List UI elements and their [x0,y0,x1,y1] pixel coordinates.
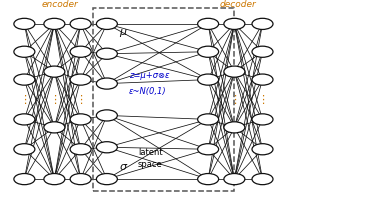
Text: space: space [138,160,163,169]
Circle shape [252,46,273,57]
Circle shape [252,18,273,29]
Text: ⋮: ⋮ [49,95,60,104]
Bar [93,8,234,191]
Circle shape [70,46,91,57]
Text: ⋮: ⋮ [257,95,268,104]
Circle shape [198,74,219,85]
Circle shape [96,110,117,121]
Circle shape [198,144,219,155]
Circle shape [198,18,219,29]
Circle shape [96,78,117,89]
Circle shape [252,144,273,155]
Text: ⋮: ⋮ [75,95,86,104]
Circle shape [96,18,117,29]
Circle shape [224,18,245,29]
Circle shape [70,18,91,29]
Text: ε~N(0,1): ε~N(0,1) [129,87,166,96]
Text: σ: σ [119,162,126,172]
Circle shape [96,48,117,59]
Circle shape [252,114,273,125]
Circle shape [44,66,65,77]
Circle shape [70,174,91,185]
Circle shape [224,66,245,77]
Circle shape [14,46,35,57]
Circle shape [198,174,219,185]
Circle shape [14,74,35,85]
Text: encoder: encoder [42,0,78,9]
Circle shape [44,122,65,133]
Circle shape [44,174,65,185]
Text: decoder: decoder [220,0,257,9]
Circle shape [14,144,35,155]
Circle shape [252,74,273,85]
Circle shape [70,144,91,155]
Circle shape [96,174,117,185]
Text: latent: latent [138,148,163,157]
Circle shape [14,114,35,125]
Circle shape [198,114,219,125]
Circle shape [198,46,219,57]
Circle shape [252,174,273,185]
Circle shape [14,174,35,185]
Circle shape [14,18,35,29]
Circle shape [44,18,65,29]
Text: z=μ+σ⊗ε: z=μ+σ⊗ε [129,71,169,80]
Circle shape [70,114,91,125]
Circle shape [224,122,245,133]
Circle shape [96,142,117,153]
Text: ⋮: ⋮ [229,95,240,104]
Circle shape [70,74,91,85]
Text: ⋮: ⋮ [19,95,30,104]
Circle shape [224,174,245,185]
Text: μ: μ [119,27,126,37]
